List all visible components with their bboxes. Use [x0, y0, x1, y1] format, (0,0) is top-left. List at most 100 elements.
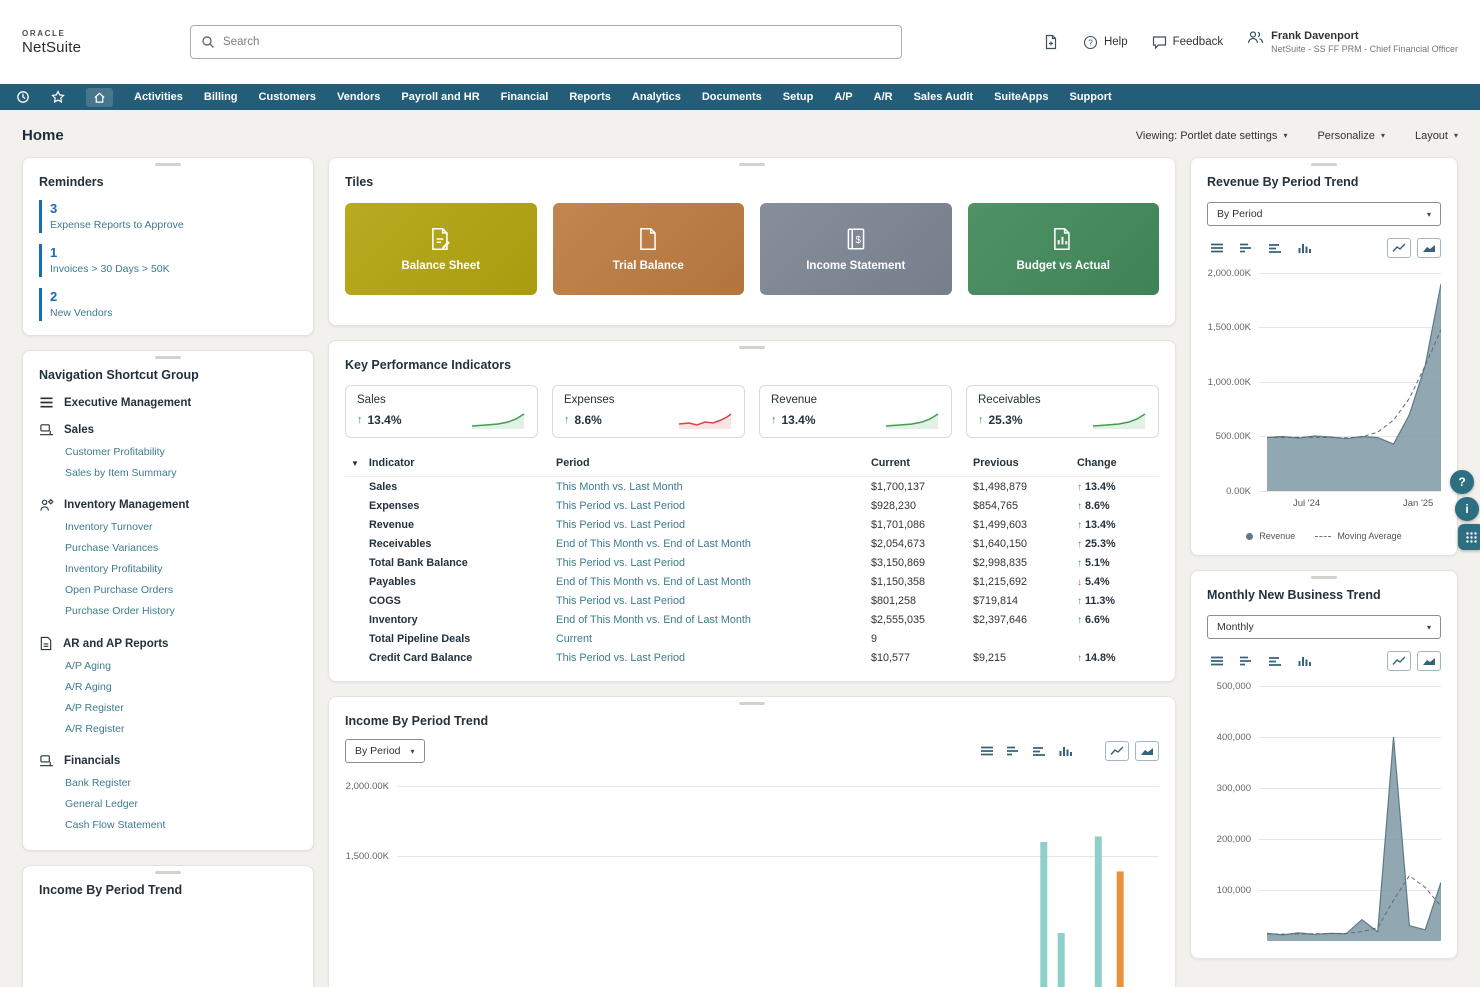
- column-header-current[interactable]: Current: [865, 453, 967, 477]
- line-chart-icon[interactable]: [1105, 741, 1129, 761]
- line-chart-icon[interactable]: [1387, 651, 1411, 671]
- viewing-settings-dropdown[interactable]: Viewing: Portlet date settings ▾: [1136, 130, 1288, 142]
- kpi-current[interactable]: 9: [871, 632, 878, 645]
- kpi-current[interactable]: $1,701,086: [871, 518, 926, 531]
- floating-info-button[interactable]: i: [1455, 497, 1479, 521]
- nav-item-ar[interactable]: A/R: [873, 91, 893, 103]
- hbar-chart-icon[interactable]: [1236, 653, 1256, 670]
- kpi-previous[interactable]: $1,640,150: [973, 537, 1028, 550]
- nav-item-sales-audit[interactable]: Sales Audit: [913, 91, 974, 103]
- line-chart-icon[interactable]: [1387, 238, 1411, 258]
- shortcut-link[interactable]: Cash Flow Statement: [65, 819, 166, 831]
- kpi-previous[interactable]: [967, 629, 1071, 648]
- kpi-previous[interactable]: $1,498,879: [973, 480, 1028, 493]
- income-period-select[interactable]: By Period ▾: [345, 739, 425, 763]
- column-chart-icon[interactable]: [1055, 743, 1075, 760]
- shortcut-link[interactable]: Inventory Profitability: [65, 563, 163, 575]
- nav-item-customers[interactable]: Customers: [258, 91, 316, 103]
- reminder-item[interactable]: 1 Invoices > 30 Days > 50K: [39, 244, 297, 277]
- floating-help-button[interactable]: ?: [1450, 470, 1474, 494]
- kpi-period[interactable]: This Period vs. Last Period: [556, 499, 686, 512]
- shortcut-link[interactable]: Purchase Variances: [65, 542, 159, 554]
- kpi-card-sales[interactable]: Sales ↑ 13.4%: [345, 385, 538, 438]
- monthly-period-select[interactable]: Monthly ▾: [1207, 615, 1441, 639]
- table-view-icon[interactable]: [1207, 240, 1227, 257]
- area-chart-icon[interactable]: [1135, 741, 1159, 761]
- kpi-period[interactable]: This Period vs. Last Period: [556, 518, 686, 531]
- hbar-chart-icon[interactable]: [1003, 743, 1023, 760]
- kpi-indicator[interactable]: Total Pipeline Deals: [369, 632, 471, 645]
- nav-item-billing[interactable]: Billing: [203, 91, 238, 103]
- nav-item-suiteapps[interactable]: SuiteApps: [994, 91, 1049, 103]
- column-header-previous[interactable]: Previous: [967, 453, 1071, 477]
- column-header-period[interactable]: Period: [550, 453, 865, 477]
- nav-item-vendors[interactable]: Vendors: [337, 91, 381, 103]
- nav-item-activities[interactable]: Activities: [134, 91, 183, 103]
- kpi-indicator[interactable]: COGS: [369, 594, 401, 607]
- kpi-card-receivables[interactable]: Receivables ↑ 25.3%: [966, 385, 1159, 438]
- kpi-period[interactable]: Current: [556, 632, 593, 645]
- stacked-bar-chart-icon[interactable]: [1265, 653, 1285, 670]
- column-header-change[interactable]: Change: [1071, 453, 1159, 477]
- column-chart-icon[interactable]: [1294, 240, 1314, 257]
- new-record-button[interactable]: [1043, 34, 1059, 50]
- kpi-current[interactable]: $801,258: [871, 594, 917, 607]
- tile-income-statement[interactable]: $ Income Statement: [760, 203, 952, 295]
- reminder-label[interactable]: Invoices > 30 Days > 50K: [50, 263, 170, 275]
- nav-item-analytics[interactable]: Analytics: [631, 91, 681, 103]
- user-menu[interactable]: Frank Davenport NetSuite - SS FF PRM - C…: [1247, 30, 1458, 54]
- shortcut-link[interactable]: Customer Profitability: [65, 446, 165, 458]
- kpi-indicator[interactable]: Expenses: [369, 499, 420, 512]
- recent-records-button[interactable]: [16, 90, 30, 104]
- personalize-dropdown[interactable]: Personalize ▾: [1317, 130, 1385, 142]
- area-chart-icon[interactable]: [1417, 238, 1441, 258]
- kpi-previous[interactable]: $854,765: [973, 499, 1019, 512]
- kpi-indicator[interactable]: Sales: [369, 480, 398, 493]
- shortcut-group-sales[interactable]: Sales: [39, 423, 297, 437]
- floating-apps-button[interactable]: [1458, 524, 1480, 550]
- global-search[interactable]: [190, 25, 902, 59]
- shortcuts-button[interactable]: [51, 90, 65, 104]
- kpi-period[interactable]: End of This Month vs. End of Last Month: [556, 537, 751, 550]
- kpi-current[interactable]: $928,230: [871, 499, 917, 512]
- home-button[interactable]: [86, 87, 113, 107]
- help-button[interactable]: ? Help: [1083, 35, 1128, 50]
- shortcut-group-ar-ap-reports[interactable]: AR and AP Reports: [39, 636, 297, 651]
- shortcut-link[interactable]: General Ledger: [65, 798, 138, 810]
- shortcut-link[interactable]: Sales by Item Summary: [65, 467, 177, 479]
- kpi-indicator[interactable]: Payables: [369, 575, 416, 588]
- tile-budget-vs-actual[interactable]: Budget vs Actual: [967, 203, 1159, 295]
- kpi-period[interactable]: This Period vs. Last Period: [556, 651, 686, 664]
- kpi-previous[interactable]: $2,397,646: [973, 613, 1028, 626]
- shortcut-group-financials[interactable]: Financials: [39, 754, 297, 768]
- feedback-button[interactable]: Feedback: [1152, 35, 1223, 49]
- column-header-indicator[interactable]: ▼ Indicator: [345, 453, 550, 477]
- kpi-indicator[interactable]: Receivables: [369, 537, 432, 550]
- kpi-indicator[interactable]: Credit Card Balance: [369, 651, 473, 664]
- shortcut-group-executive-management[interactable]: Executive Management: [39, 396, 297, 409]
- kpi-current[interactable]: $2,054,673: [871, 537, 926, 550]
- kpi-indicator[interactable]: Revenue: [369, 518, 415, 531]
- reminder-label[interactable]: Expense Reports to Approve: [50, 219, 184, 231]
- kpi-current[interactable]: $3,150,869: [871, 556, 926, 569]
- area-chart-icon[interactable]: [1417, 651, 1441, 671]
- kpi-period[interactable]: End of This Month vs. End of Last Month: [556, 613, 751, 626]
- table-view-icon[interactable]: [1207, 653, 1227, 670]
- search-input[interactable]: [223, 36, 891, 48]
- reminder-item[interactable]: 2 New Vendors: [39, 288, 297, 321]
- shortcut-link[interactable]: Purchase Order History: [65, 605, 175, 617]
- shortcut-link[interactable]: A/R Register: [65, 723, 125, 735]
- kpi-card-revenue[interactable]: Revenue ↑ 13.4%: [759, 385, 952, 438]
- kpi-indicator[interactable]: Inventory: [369, 613, 418, 626]
- shortcut-group-inventory-management[interactable]: Inventory Management: [39, 498, 297, 512]
- kpi-period[interactable]: This Month vs. Last Month: [556, 480, 683, 493]
- kpi-current[interactable]: $10,577: [871, 651, 911, 664]
- stacked-bar-chart-icon[interactable]: [1265, 240, 1285, 257]
- nav-item-support[interactable]: Support: [1069, 91, 1112, 103]
- kpi-period[interactable]: This Period vs. Last Period: [556, 556, 686, 569]
- shortcut-link[interactable]: Inventory Turnover: [65, 521, 153, 533]
- expander-caret-icon[interactable]: ▼: [351, 459, 359, 468]
- tile-balance-sheet[interactable]: Balance Sheet: [345, 203, 537, 295]
- kpi-current[interactable]: $1,700,137: [871, 480, 926, 493]
- reminder-label[interactable]: New Vendors: [50, 307, 113, 319]
